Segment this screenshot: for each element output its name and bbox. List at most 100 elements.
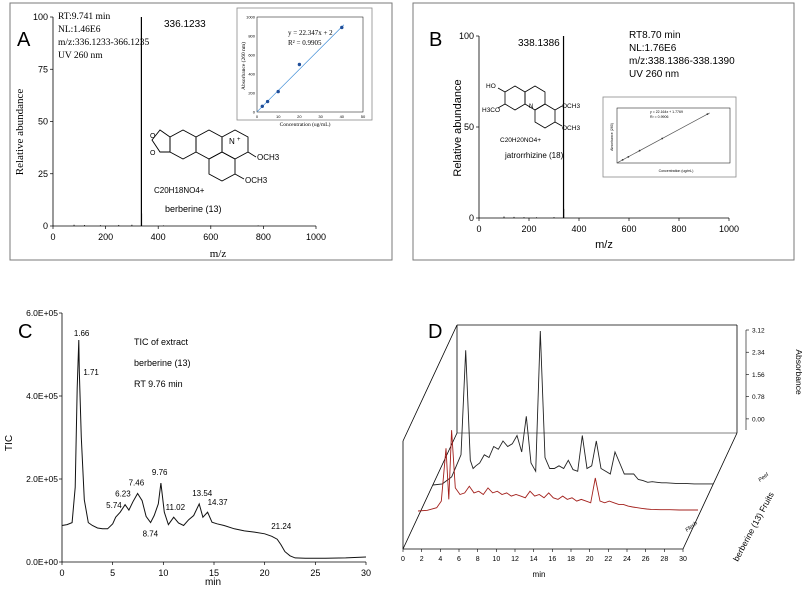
panel-b-ylabel: Relative abundance	[452, 79, 464, 176]
panel-c-letter: C	[18, 321, 32, 343]
x-tick-label: 400	[151, 232, 166, 242]
panel-c-trace: 1.66 1.71 5.74 6.23 7.46 8.74 9.76 11.02 13.5414…	[61, 329, 367, 559]
panel-a-och3-2: OCH3	[245, 176, 268, 185]
x-tick-label: 1000	[719, 224, 739, 234]
x-tick-label: 1000	[306, 232, 326, 242]
berberine-o1: O	[150, 133, 156, 140]
panel-b-inset-frame	[602, 96, 737, 178]
y-tick-label: 2.0E+05	[26, 474, 58, 484]
x-tick-label: 14	[530, 556, 538, 563]
panel-a-xlabel: m/z	[210, 248, 227, 260]
berberine-charge: +	[237, 137, 241, 143]
trace-flesh	[417, 430, 698, 512]
panel-a-inset-equation: y = 22.347x + 2	[288, 29, 333, 37]
x-tick-label: 28	[660, 556, 668, 563]
peak-label: 1.66	[74, 329, 90, 338]
z-tick-label: 1.56	[752, 372, 765, 379]
panel-a-letter: A	[17, 29, 31, 51]
panel-a-info-3: m/z:336.1233-366.1235	[58, 38, 150, 48]
inset-data-point	[265, 99, 270, 104]
inset-x-tick-label: 50	[361, 114, 366, 119]
y-tick-label: 50	[38, 117, 48, 127]
panel-b-formula: C20H20NO4+	[500, 137, 541, 144]
peak-label: 5.74	[106, 501, 122, 510]
peak-label: 1.71	[83, 368, 99, 377]
x-tick-label: 800	[671, 224, 686, 234]
inset-data-point	[706, 113, 709, 116]
z-tick-label: 3.12	[752, 328, 765, 335]
peak-label: 14.37	[208, 498, 229, 507]
panel-d-box	[402, 324, 738, 550]
x-tick-label: 600	[203, 232, 218, 242]
x-tick-label: 10	[158, 568, 168, 578]
inset-data-point	[638, 149, 641, 152]
x-tick-label: 20	[586, 556, 594, 563]
panel-d-xlabel: min	[533, 570, 546, 579]
x-tick-label: 24	[623, 556, 631, 563]
x-tick-label: 8	[476, 556, 480, 563]
panel-a-compound: berberine (13)	[165, 204, 222, 214]
x-tick-label: 400	[571, 224, 586, 234]
panel-d-letter: D	[428, 321, 442, 343]
x-tick-label: 2	[420, 556, 424, 563]
x-tick-label: 30	[361, 568, 371, 578]
x-tick-label: 20	[260, 568, 270, 578]
inset-x-tick-label: 30	[318, 114, 323, 119]
berberine-o2: O	[150, 150, 156, 157]
x-tick-label: 0	[401, 556, 405, 563]
panel-b-info-1: RT8.70 min	[629, 30, 681, 41]
y-tick-label: 25	[38, 169, 48, 179]
x-tick-label: 25	[310, 568, 320, 578]
panel-d: D 0 2 4 6 8 10 12 14 16 18 20 22 24 26 28 300.000.781.5…	[401, 321, 802, 579]
y-tick-label: 100	[33, 12, 48, 22]
x-tick-label: 200	[98, 232, 113, 242]
panel-c-annot-2: berberine (13)	[134, 358, 191, 368]
inset-y-tick-label: 600	[248, 53, 255, 58]
inset-x-tick-label: 20	[297, 114, 302, 119]
panel-c-xlabel: min	[205, 577, 221, 588]
y-tick-label: 0	[469, 213, 474, 223]
panel-a-ylabel: Relative abundance	[14, 89, 26, 176]
inset-x-tick-label: 10	[276, 114, 281, 119]
panel-b-axes: 0 200 400 600 800 1000 0 50 100	[459, 31, 739, 234]
y-tick-label: 0	[43, 221, 48, 231]
panel-c-ylabel: TIC	[4, 435, 15, 451]
panel-c-annot-3: RT 9.76 min	[134, 379, 183, 389]
x-tick-label: 30	[679, 556, 687, 563]
panel-b-compound: jatrorrhizine (18)	[504, 151, 564, 160]
panel-b-info-4: UV 260 nm	[629, 69, 679, 80]
panel-b-och3-2: OCH3	[562, 125, 580, 132]
panel-b-inset: y = 22.164x + 1.7769 R² = 0.9906 Absorba…	[602, 96, 737, 178]
panel-b-inset-axes	[616, 107, 731, 164]
inset-fit-line	[256, 24, 345, 113]
x-tick-label: 12	[511, 556, 519, 563]
inset-y-tick-label: 800	[248, 34, 255, 39]
peak-label: 8.74	[143, 530, 159, 539]
panel-d-traces	[417, 330, 713, 512]
panel-d-axes: 0 2 4 6 8 10 12 14 16 18 20 22 24 26 28 300.000.781.562…	[401, 328, 765, 564]
tic-trace	[61, 339, 367, 559]
panel-b-info-3: m/z:338.1386-338.1390	[629, 56, 735, 67]
panel-b-peaks	[503, 36, 565, 218]
peak-label: 11.02	[166, 503, 186, 512]
y-tick-label: 6.0E+05	[26, 308, 58, 318]
inset-plot-area	[256, 16, 364, 113]
x-tick-label: 600	[621, 224, 636, 234]
panel-b-inset-equation: y = 22.164x + 1.7769	[650, 110, 683, 114]
berberine-structure: N + O O	[150, 129, 257, 182]
frame-right-depth	[682, 432, 738, 550]
y-tick-label: 0.0E+00	[26, 557, 58, 567]
inset-data-point	[260, 104, 264, 109]
panel-b: B RT8.70 min NL:1.76E6 m/z:338.1386-338.…	[412, 2, 795, 261]
panel-d-series-label-peel: Peel	[758, 472, 771, 484]
panel-a: A RT:9.741 min NL:1.46E6 m/z:336.1233-36…	[9, 2, 393, 261]
panel-a-inset-r2: R² = 0.9905	[288, 39, 322, 47]
inset-data-point	[297, 62, 302, 67]
panel-b-inset-ylabel: Absorbance (260)	[610, 123, 614, 151]
panel-d-series-label-flesh: Flesh	[685, 521, 699, 534]
panel-b-xlabel: m/z	[595, 239, 613, 251]
panel-b-inset-points	[616, 112, 710, 164]
x-tick-label: 10	[492, 556, 500, 563]
panel-a-inset: 0 10 20 30 40 50 0 200 400 600 800 1000 y = 22.347x…	[236, 7, 373, 128]
